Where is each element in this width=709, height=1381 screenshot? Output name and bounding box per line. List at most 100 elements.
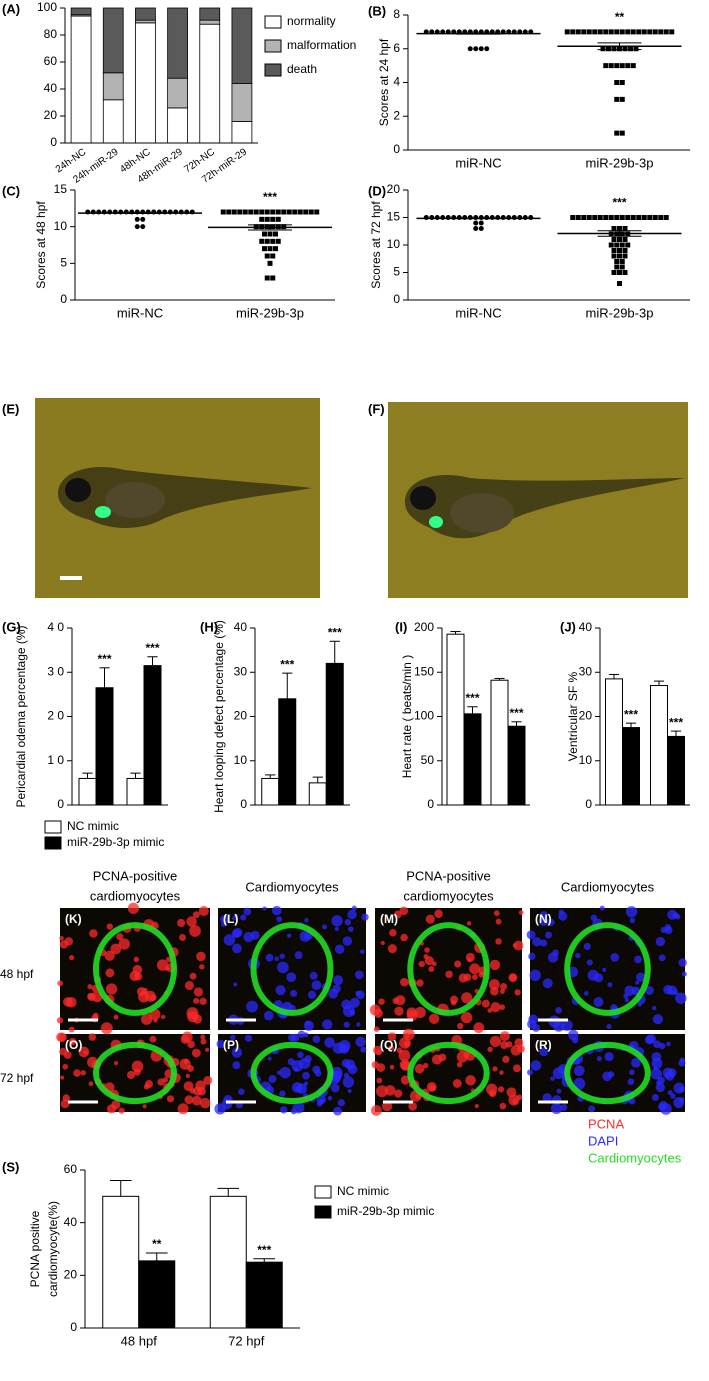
dot [275,238,281,244]
bar [490,679,509,806]
stain-spot [460,1011,473,1024]
legend-label: normality [287,14,336,28]
stain-spot [380,940,385,946]
dot [625,63,631,69]
error-bar [145,1252,168,1261]
y-tick-label: 15 [54,182,68,196]
stain-spot [344,918,352,926]
stain-spot [634,955,642,964]
dot [270,216,276,222]
dot [264,238,270,244]
stain-spot [489,959,501,971]
dot [663,29,669,35]
dot [614,215,620,220]
stain-spot [651,1005,657,1011]
stain-spot [399,906,409,916]
y-axis-label: Scores at 72 hpf [369,201,383,289]
stain-spot [599,905,605,911]
stain-spot [286,972,297,983]
bar [245,1261,283,1329]
y-tick-label: 200 [414,620,434,634]
stain-spot [60,1075,65,1080]
y-tick-label: 20 [234,709,248,723]
panel-label: (E) [2,401,19,416]
stain-spot [286,933,292,938]
y-tick-label: 10 [54,219,68,233]
dot [617,270,622,275]
bar [308,782,327,806]
dot [456,215,462,220]
stain-spot [349,1009,356,1016]
stain-spot [196,951,206,962]
stain-spot [348,926,354,932]
dot [622,46,628,52]
dot [628,46,633,52]
stain-spot [466,921,472,926]
stain-spot [343,1021,350,1028]
stain-spot [593,997,604,1007]
stain-spot [333,975,344,986]
stain-spot [246,1000,258,1013]
dot [489,215,495,220]
stain-spot [279,1090,286,1097]
dot [522,215,528,220]
error-bar [653,680,665,686]
y-tick-label: 50 [421,753,435,767]
legend-label: NC mimic [67,819,119,833]
stain-spot [408,1101,418,1111]
stain-spot [508,973,518,983]
stain-spot [651,1057,663,1069]
y-tick-label: 80 [44,27,58,41]
stain-spot [144,1080,154,1089]
dot [267,246,273,252]
dot [617,253,622,259]
stain-spot [628,1069,635,1076]
dot [619,215,625,220]
dot [140,224,146,230]
y-tick-label: 2 [393,108,400,122]
panel-label: (A) [2,1,20,16]
fish-eye [410,486,436,510]
legend-swatch [264,15,282,29]
dot [440,215,446,220]
stain-spot [396,1047,403,1054]
sem-bar [597,230,642,237]
stain-spot [134,972,143,981]
stain-spot [454,960,462,968]
dot [614,80,620,85]
dot [581,29,587,35]
y-tick-label: 3 0 [47,664,64,678]
x-tick-label: 72 hpf [228,1333,265,1348]
stain-spot [560,1104,568,1111]
dot [259,216,265,222]
stain-spot [111,1100,121,1110]
stain-spot [195,1080,206,1091]
y-axis-label: Heart looping defect percentage (%) [212,620,226,813]
stain-spot [275,985,286,996]
stain-spot [127,902,140,915]
bar [507,725,526,806]
y-axis-label: Scores at 48 hpf [34,201,48,289]
stain-spot [126,1070,136,1080]
stain-spot [629,917,636,924]
dot [473,220,479,226]
x-tick-label: miR-29b-3p [586,305,654,320]
heart-outline [564,1041,651,1105]
error-bar [467,706,478,714]
bar-segment [199,19,221,25]
stain-spot [223,934,236,946]
dot [611,226,617,231]
significance: *** [263,190,277,204]
heart-outline [407,922,490,1016]
stain-spot [506,1087,517,1098]
stain-spot [282,1001,293,1012]
stain-spot [92,1012,99,1019]
column-header: Cardiomyocytes [245,879,339,894]
stain-spot [149,1035,157,1043]
stain-spot [104,950,115,961]
stain-spot [610,952,620,962]
dot [663,215,669,220]
stain-spot [198,906,209,917]
stain-spot [513,940,524,951]
stain-spot [586,959,593,966]
